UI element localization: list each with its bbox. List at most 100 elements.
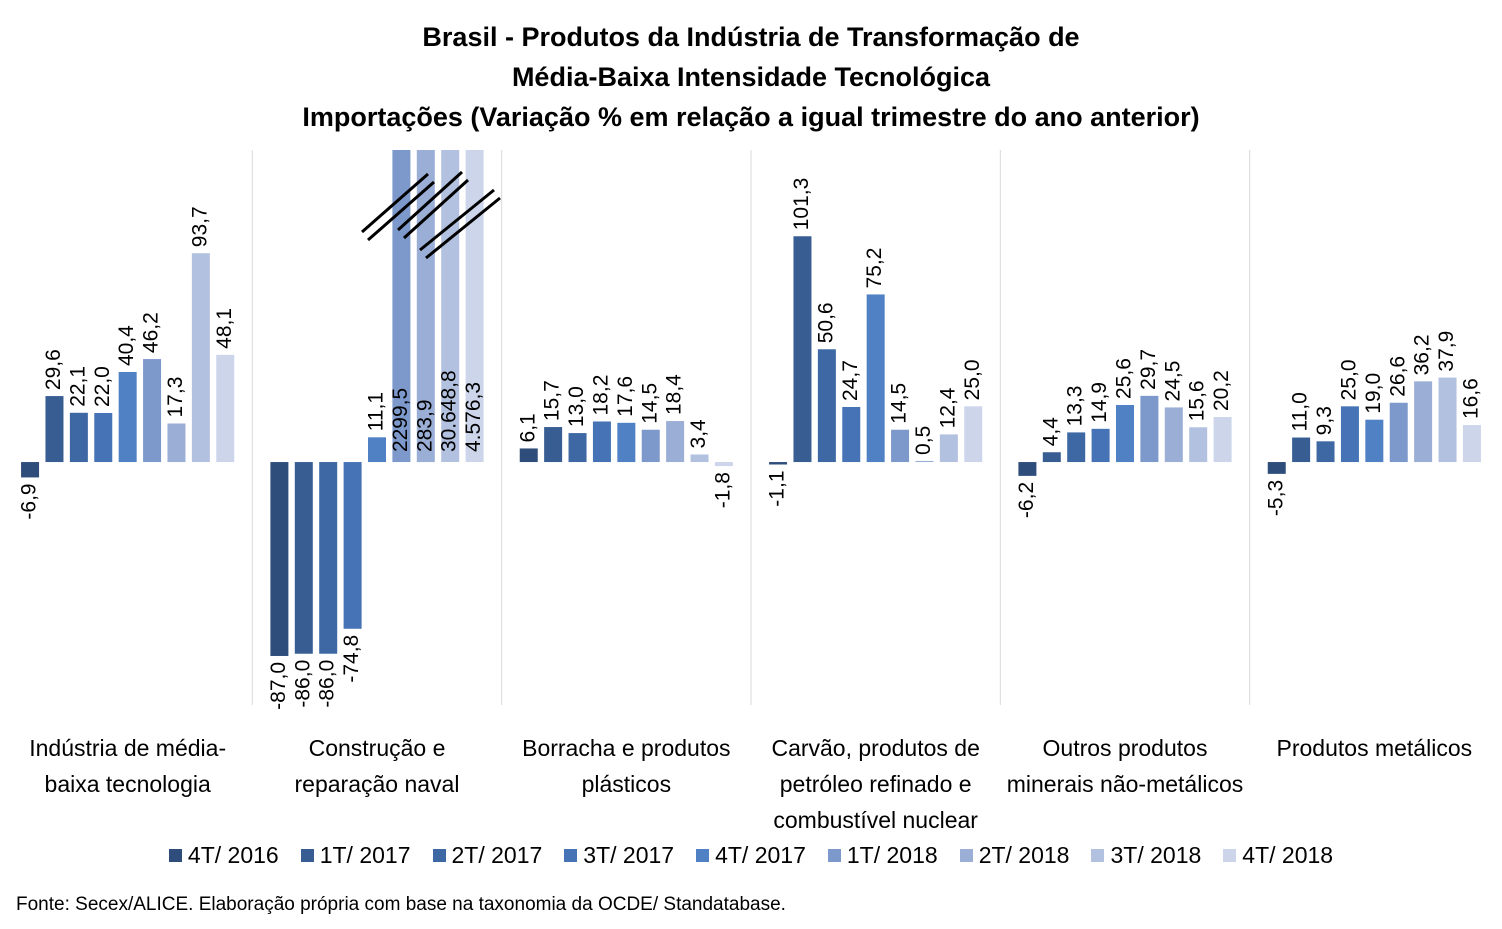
bar [842, 406, 861, 463]
bar [416, 150, 435, 463]
legend-swatch [300, 849, 314, 862]
data-label: 13,0 [565, 386, 588, 427]
legend-label: 2T/ 2018 [978, 842, 1070, 868]
bar [21, 462, 40, 478]
data-label: 24,7 [839, 360, 862, 401]
legend-item: 3T/ 2017 [564, 842, 674, 869]
data-label: 25,0 [961, 359, 984, 400]
data-label: 37,9 [1435, 331, 1458, 372]
legend-item: 3T/ 2018 [1091, 842, 1201, 869]
legend-swatch [827, 849, 841, 862]
legend-item: 1T/ 2017 [300, 842, 411, 869]
bar [1462, 425, 1481, 463]
bar [519, 448, 538, 463]
data-label: -86,0 [316, 660, 339, 708]
bar [1067, 432, 1086, 463]
source-note: Fonte: Secex/ALICE. Elaboração própria c… [16, 894, 786, 915]
legend-label: 4T/ 2018 [1242, 842, 1334, 868]
bar [1365, 419, 1384, 463]
legend-item: 1T/ 2018 [827, 842, 938, 869]
data-label: 4.576,3 [462, 382, 485, 452]
bar [465, 150, 484, 463]
legend-swatch [959, 849, 973, 862]
data-label: 29,7 [1137, 349, 1160, 390]
bar [769, 462, 788, 465]
bar [568, 433, 587, 463]
data-label: 14,5 [888, 383, 911, 424]
bar [1414, 381, 1433, 463]
data-label: 11,0 [1289, 392, 1312, 431]
bar [69, 412, 88, 463]
legend-item: 4T/ 2017 [696, 842, 806, 869]
bar [45, 396, 64, 463]
bar [319, 462, 338, 654]
bar [1164, 407, 1183, 463]
bar [167, 423, 186, 463]
x-tick-label: Indústria de média-baixa tecnologia [29, 735, 227, 797]
data-label: -1,8 [711, 472, 734, 508]
bar [666, 421, 685, 463]
data-label: -6,9 [18, 483, 41, 519]
bar [94, 413, 113, 463]
bar [714, 462, 733, 467]
bar [964, 406, 983, 463]
data-label: 14,9 [1088, 382, 1111, 423]
bar [1340, 406, 1359, 463]
data-label: -74,8 [340, 635, 363, 683]
data-label: -5,3 [1264, 480, 1287, 516]
data-label: 12,4 [936, 387, 959, 428]
legend-item: 4T/ 2016 [168, 842, 279, 869]
legend-swatch [564, 849, 578, 862]
data-label: 18,4 [663, 374, 686, 415]
bar [915, 460, 934, 463]
bar [617, 422, 636, 463]
data-label: 18,2 [589, 375, 612, 416]
bar [939, 434, 958, 463]
bar [216, 354, 235, 463]
data-label: 25,0 [1337, 359, 1360, 400]
legend-swatch [168, 849, 182, 862]
bar [793, 236, 812, 463]
bar [1213, 417, 1232, 463]
data-label: -1,1 [766, 471, 789, 507]
bar [1292, 437, 1311, 463]
bar [1091, 428, 1110, 463]
x-tick-label: Produtos metálicos [1276, 735, 1473, 761]
bar [191, 253, 210, 463]
bar [1316, 441, 1335, 463]
data-label: 17,3 [164, 377, 187, 418]
data-label: 30.648,8 [438, 370, 461, 452]
legend-label: 1T/ 2018 [846, 842, 938, 868]
data-label: 4,4 [1039, 417, 1062, 447]
bar [1116, 404, 1134, 463]
axis-break [361, 170, 501, 260]
data-label: -6,2 [1015, 482, 1038, 518]
legend-swatch [1223, 849, 1237, 862]
legend-item: 2T/ 2018 [959, 842, 1070, 869]
bar [1389, 402, 1408, 463]
data-label: 19,0 [1362, 373, 1385, 414]
data-label: 283,9 [413, 399, 436, 452]
legend: 4T/ 2016 1T/ 2017 2T/ 2017 3T/ 2017 4T/ 2017… [0, 842, 1502, 869]
data-label: 48,1 [213, 308, 236, 349]
data-label: 22,0 [91, 366, 114, 407]
bar [1018, 462, 1037, 476]
bar [891, 429, 910, 463]
data-label: 50,6 [814, 302, 837, 343]
data-label: 24,5 [1161, 361, 1184, 402]
bar [143, 359, 162, 463]
legend-swatch [432, 849, 446, 862]
bar [866, 294, 885, 463]
data-label: -86,0 [291, 660, 314, 708]
bar [343, 462, 362, 629]
bar [592, 421, 611, 463]
legend-label: 4T/ 2017 [715, 842, 806, 868]
bar [690, 454, 709, 463]
bar [544, 427, 563, 463]
data-label: 36,2 [1411, 334, 1434, 375]
data-label: 26,6 [1386, 356, 1409, 397]
bar [392, 150, 411, 463]
data-label: 101,3 [790, 178, 813, 231]
bar [1438, 377, 1457, 463]
legend-label: 1T/ 2017 [319, 842, 411, 868]
